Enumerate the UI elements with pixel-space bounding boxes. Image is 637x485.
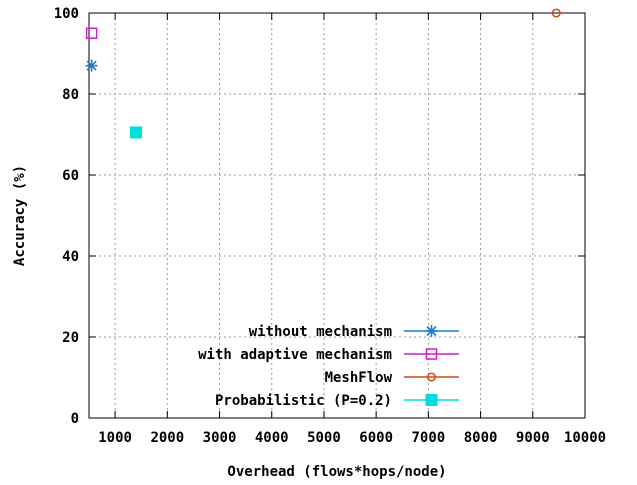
data-point-series-0 xyxy=(85,59,98,72)
legend: without mechanism with adaptive mechanism… xyxy=(198,324,459,409)
legend-marker xyxy=(425,325,438,337)
x-tick-label: 5000 xyxy=(307,430,341,446)
x-tick-label: 3000 xyxy=(203,430,237,446)
y-axis-label: Accuracy (%) xyxy=(12,165,28,266)
y-tick-label: 80 xyxy=(62,87,79,103)
legend-label: Probabilistic (P=0.2) xyxy=(215,393,392,409)
data-points xyxy=(85,8,561,139)
legend-marker xyxy=(425,394,438,406)
axis-ticks xyxy=(89,12,586,419)
y-tick-label: 100 xyxy=(54,6,79,22)
x-tick-label: 8000 xyxy=(464,430,498,446)
data-point-series-1 xyxy=(85,27,98,39)
x-tick-label: 10000 xyxy=(564,430,606,446)
y-tick-label: 20 xyxy=(62,330,79,346)
x-tick-label: 1000 xyxy=(98,430,132,446)
x-axis-label: Overhead (flows*hops/node) xyxy=(227,464,446,480)
y-tick-label: 0 xyxy=(71,411,79,427)
x-tick-label: 4000 xyxy=(255,430,289,446)
legend-label: MeshFlow xyxy=(325,370,393,386)
x-tick-label: 6000 xyxy=(359,430,393,446)
x-tick-label: 7000 xyxy=(412,430,446,446)
y-tick-label: 40 xyxy=(62,249,79,265)
legend-label: without mechanism xyxy=(249,324,392,340)
legend-label: with adaptive mechanism xyxy=(198,347,392,363)
data-point-series-2 xyxy=(551,8,561,18)
x-tick-label: 2000 xyxy=(150,430,184,446)
data-point-series-3 xyxy=(129,126,142,139)
legend-marker xyxy=(425,348,438,360)
x-tick-label: 9000 xyxy=(516,430,550,446)
tick-labels: 0 20 40 60 80 100 1000 2000 3000 4000 5000 6000 7000… xyxy=(54,6,606,446)
plot-frame xyxy=(88,12,586,419)
y-tick-label: 60 xyxy=(62,168,79,184)
legend-marker xyxy=(426,372,437,382)
